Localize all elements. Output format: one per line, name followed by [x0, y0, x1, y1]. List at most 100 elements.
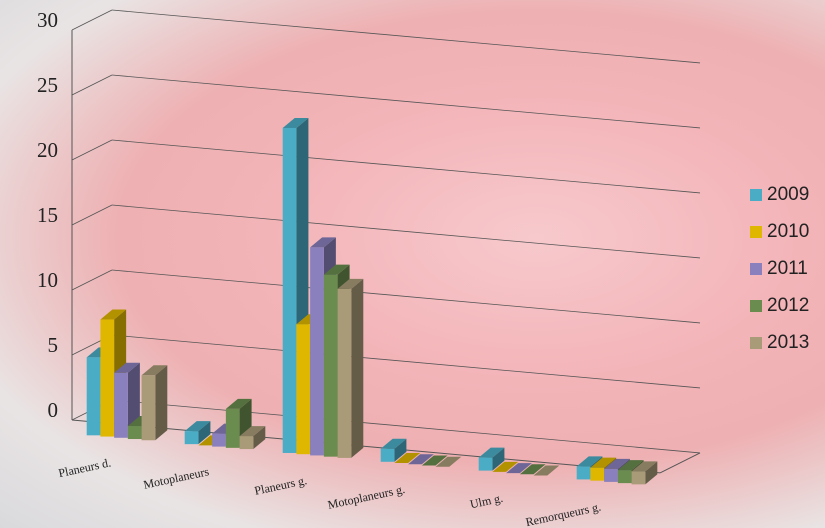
bar [239, 426, 266, 450]
bar-top [141, 365, 168, 376]
bar-front [323, 274, 338, 457]
legend-swatch [750, 189, 762, 201]
bar-front [337, 288, 352, 458]
grid-line [71, 74, 113, 96]
bar-top [337, 278, 364, 289]
y-tick-label: 0 [48, 398, 59, 422]
y-tick-label: 30 [37, 8, 58, 32]
bar [394, 453, 421, 464]
y-tick-label: 5 [48, 333, 59, 357]
x-tick-label: Motoplaneurs g. [326, 482, 406, 512]
bar-front [296, 324, 311, 455]
bar-top [310, 237, 336, 248]
bar [533, 465, 560, 476]
bar-front [478, 457, 493, 471]
axis-line [659, 452, 701, 474]
bar-front [225, 408, 240, 448]
bar [435, 456, 462, 467]
grid-line [71, 204, 113, 226]
bar-side [492, 447, 505, 471]
bar-top [408, 454, 434, 465]
bar-top [114, 362, 140, 373]
grid-line [111, 399, 701, 454]
legend-label: 2013 [767, 332, 809, 353]
legend-swatch [750, 226, 762, 238]
bar-top [323, 264, 350, 275]
bar [184, 421, 211, 445]
legend-swatch [750, 263, 762, 275]
bar-front [576, 466, 591, 480]
bar [478, 447, 505, 471]
grid-line [71, 9, 113, 31]
axis-line [71, 419, 661, 474]
legend-label: 2011 [767, 258, 808, 279]
bar-front [86, 357, 101, 436]
bar-front [100, 319, 115, 437]
grid-line [111, 9, 701, 64]
grid-line [111, 139, 701, 194]
bar [421, 455, 448, 466]
bar-top [617, 460, 644, 471]
bar-top [435, 456, 462, 467]
bar-top [492, 461, 519, 472]
bar-front [617, 470, 632, 484]
x-tick-label: Motoplaneurs [142, 464, 210, 492]
y-tick-label: 15 [37, 203, 58, 227]
bar-side [645, 461, 658, 485]
x-tick-label: Remorqueurs g. [524, 500, 602, 528]
bar-front [239, 436, 254, 450]
x-tick-label: Planeurs g. [253, 473, 308, 498]
grid-line [111, 269, 701, 324]
bar [141, 365, 168, 441]
bar-top [604, 458, 630, 469]
bar-side [253, 426, 266, 450]
bar-top [225, 398, 252, 409]
bar-front [184, 431, 199, 445]
legend-label: 2009 [767, 184, 809, 205]
y-tick-label: 25 [37, 73, 58, 97]
bar-front [604, 468, 618, 482]
bar-side [198, 421, 211, 445]
grid-line [111, 204, 701, 259]
bar-front [141, 375, 156, 441]
bar-front [114, 372, 128, 438]
bar-front [282, 127, 297, 453]
grid-line [71, 139, 113, 161]
bar-top [394, 453, 421, 464]
legend-swatch [750, 300, 762, 312]
y-tick-label: 10 [37, 268, 58, 292]
bar-front [380, 448, 395, 462]
bar-top [478, 447, 505, 458]
bar [408, 454, 434, 465]
bar-top [576, 456, 603, 467]
grid-line [111, 334, 701, 389]
bar-top [184, 421, 211, 432]
y-tick-label: 20 [37, 138, 58, 162]
bar-top [519, 464, 546, 475]
bar-top [100, 309, 127, 320]
bar-front [127, 426, 142, 440]
legend-label: 2012 [767, 295, 809, 316]
bar [337, 278, 364, 458]
bar-side [351, 278, 364, 458]
bar [519, 464, 546, 475]
bar [380, 438, 407, 462]
bar [506, 463, 532, 474]
bar-top [380, 438, 407, 449]
bar-front [631, 471, 646, 485]
bar-side [394, 438, 407, 462]
bar-top [506, 463, 532, 474]
bar-top [282, 117, 309, 128]
x-tick-label: Ulm g. [469, 491, 505, 512]
legend-swatch [750, 337, 762, 349]
bar [492, 461, 519, 472]
bar-side [155, 365, 168, 441]
bar-front [310, 247, 324, 456]
bar-top [533, 465, 560, 476]
grid-line [71, 269, 113, 291]
bar-top [421, 455, 448, 466]
x-tick-label: Planeurs d. [57, 455, 112, 480]
bar [631, 461, 658, 485]
